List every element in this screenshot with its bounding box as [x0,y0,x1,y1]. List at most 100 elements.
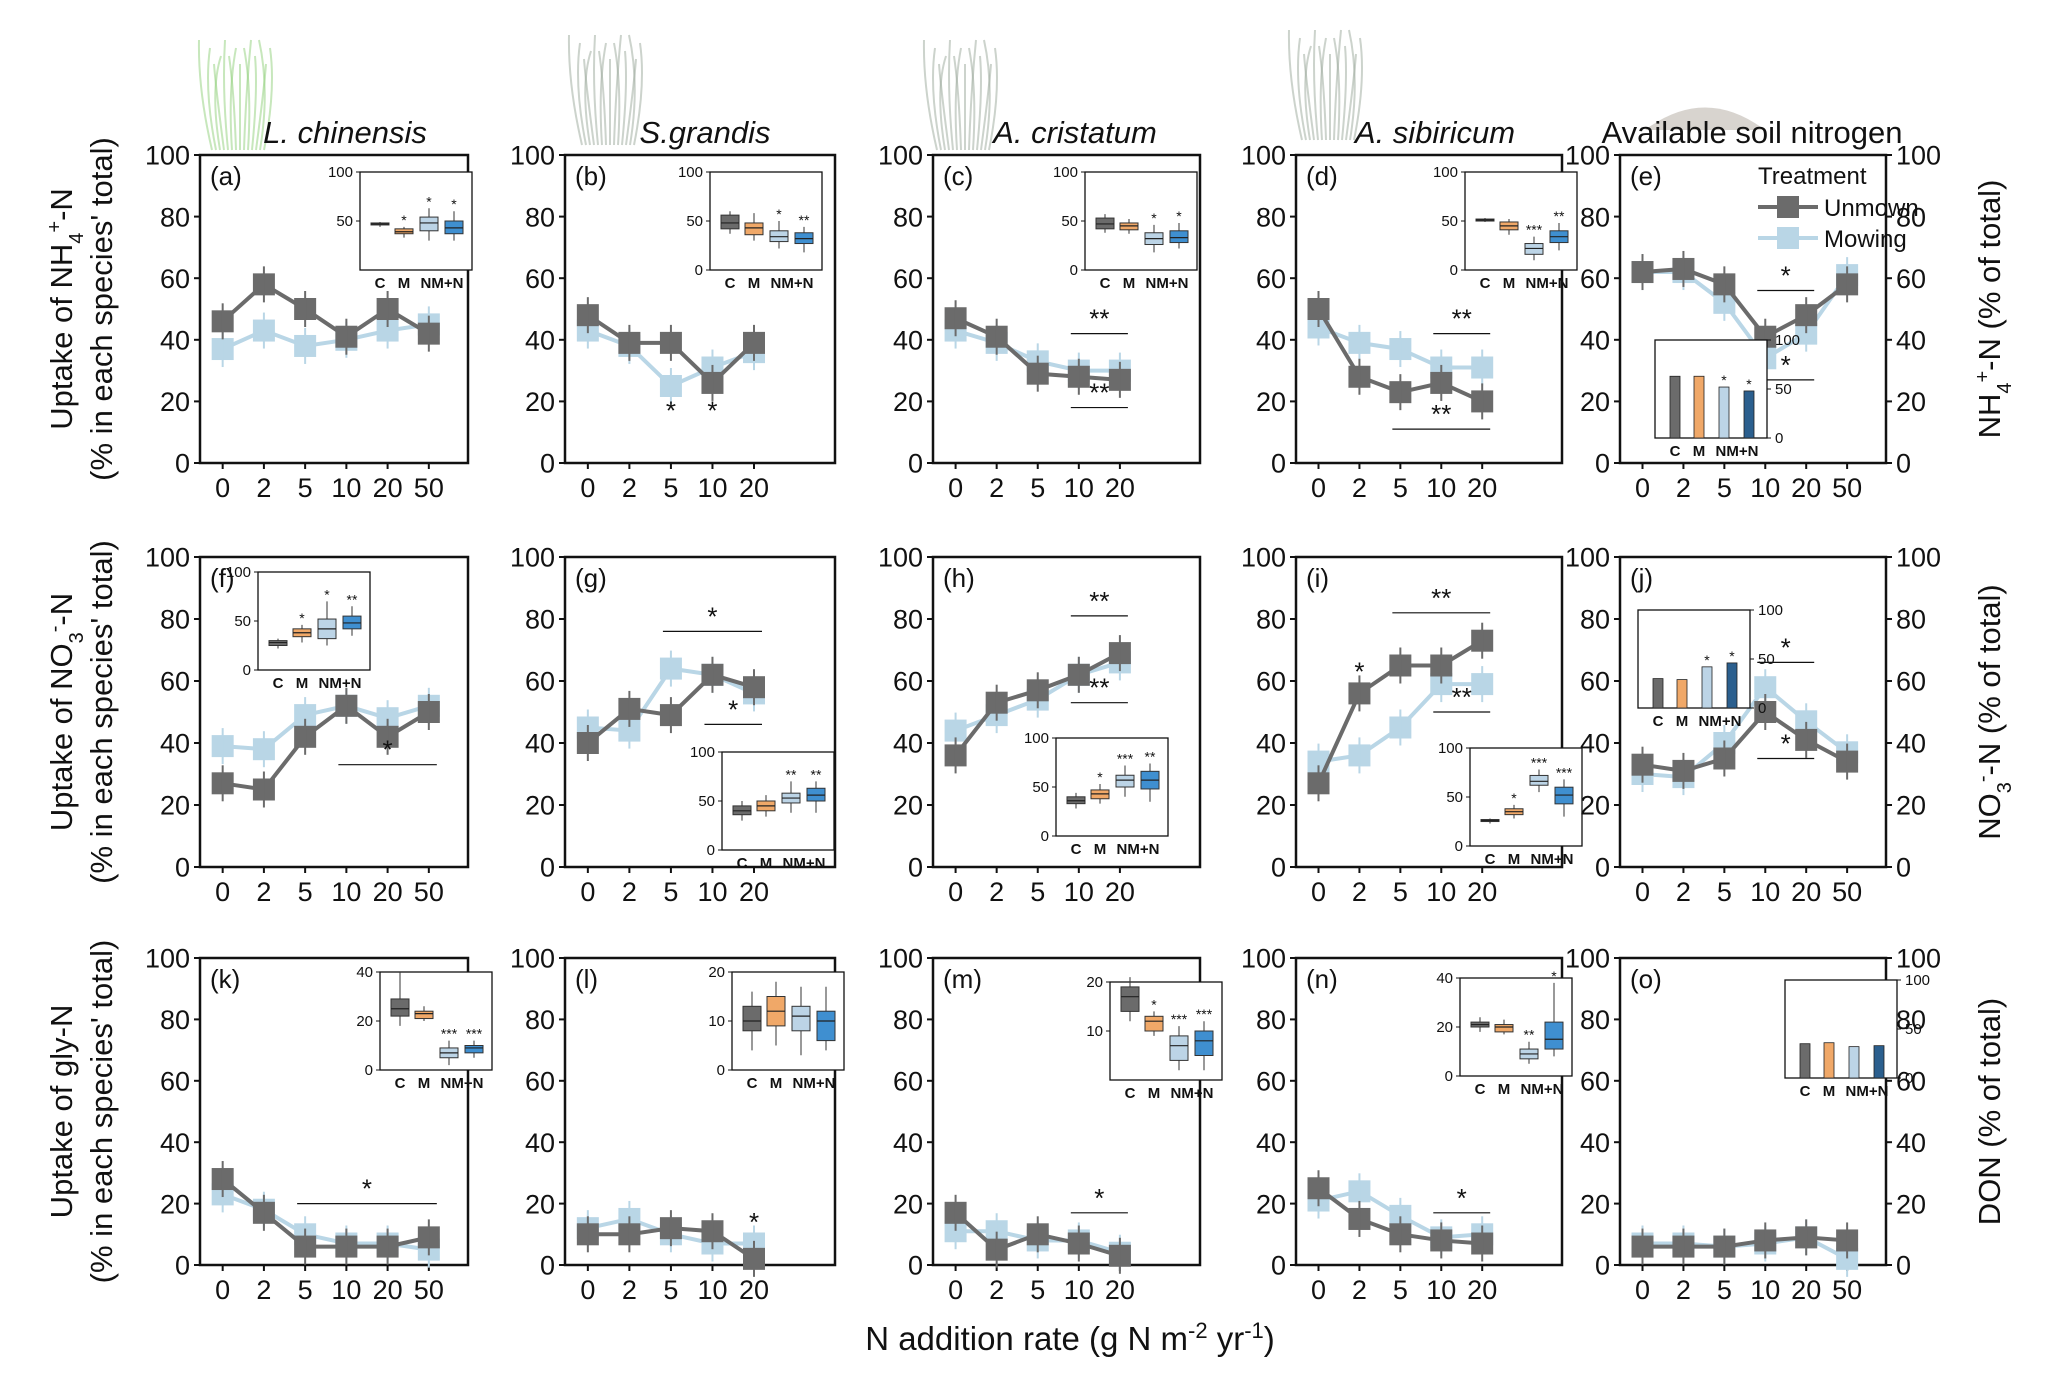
inset-y-tick-label: 20 [1086,974,1103,991]
x-tick-label: 10 [697,877,727,907]
inset-x-label: C [1670,443,1681,460]
y-tick-label: 80 [525,202,555,232]
legend-label-mowing: Mowing [1824,226,1907,253]
y-tick-label: 40 [160,729,190,759]
y-tick-label: 0 [540,1251,555,1281]
inset-x-label: C [1485,851,1496,868]
y-tick-label: 80 [893,202,923,232]
y-tick-label: 60 [1896,1067,1926,1097]
inset-y-tick-label: 100 [1775,332,1800,349]
y-tick-label: 60 [1580,667,1610,697]
inset-x-label: NM+N [1146,275,1189,292]
inset-y-tick-label: 50 [1905,1021,1922,1038]
grass-blade-icon [625,58,637,146]
figure-labels: L. chinensis S.grandis A. cristatum A. sibi… [44,115,2016,1357]
inset-significance: *** [1531,755,1548,771]
grass-blade-icon [229,47,237,151]
y-tick-label: 20 [1580,1189,1610,1219]
y-tick-label: 0 [540,853,555,883]
grass-blade-icon [1297,37,1307,141]
x-tick-label: 10 [1426,473,1456,503]
x-tick-label: 10 [1064,877,1094,907]
grass-blade-icon [228,55,237,151]
inset-c: 0 50 100 * * C M NM+N [1053,164,1198,292]
inset-significance: * [401,212,407,228]
x-tick-label: 2 [622,473,637,503]
inset-x-label: NM+N [421,275,464,292]
grass-blade-icon [922,39,938,151]
significance-label: * [666,396,676,426]
inset-significance: ** [1524,1027,1535,1043]
x-tick-label: 10 [331,1275,361,1305]
inset-significance: * [426,193,432,209]
x-tick-label: 5 [1717,877,1732,907]
x-tick-label: 10 [697,1275,727,1305]
x-tick-label: 2 [989,1275,1004,1305]
x-tick-label: 50 [1832,877,1862,907]
inset-y-tick-label: 50 [686,213,703,230]
x-tick-label: 0 [1635,877,1650,907]
x-tick-label: 5 [1030,473,1045,503]
x-tick-label: 20 [373,473,403,503]
y-tick-label: 40 [525,1128,555,1158]
y-tick-label: 100 [878,944,923,974]
grass-blade-icon [577,42,587,146]
inset-bar [1718,386,1730,439]
x-tick-label: 2 [1352,877,1367,907]
significance-label: * [1781,350,1791,380]
x-tick-label: 0 [1635,1275,1650,1305]
y-tick-label: 80 [1256,1005,1286,1035]
inset-x-label: M [1503,275,1516,292]
inset-significance: *** [441,1026,458,1042]
x-tick-label: 20 [1467,1275,1497,1305]
inset-bar [1873,1045,1885,1079]
grass-blade-icon [948,39,954,151]
inset-x-label: NM+N [783,855,826,872]
x-tick-label: 10 [1426,877,1456,907]
inset-x-label: C [1475,1081,1486,1098]
y-tick-label: 40 [525,729,555,759]
significance-label: ** [1452,682,1472,712]
y-tick-label: 60 [1580,1067,1610,1097]
x-tick-label: 5 [1030,1275,1045,1305]
significance-label: ** [1089,378,1109,408]
x-tick-label: 20 [1105,877,1135,907]
y-tick-label: 100 [878,141,923,171]
y-tick-label: 60 [160,667,190,697]
y-tick-label: 0 [1896,853,1911,883]
y-tick-label: 60 [525,264,555,294]
significance-label: * [362,1174,372,1204]
y-tick-label: 40 [525,326,555,356]
right-y-axis-label: NH4+-N (% of total) [1972,180,2016,439]
inset-y-tick-label: 0 [365,1062,373,1079]
panel-frame [931,956,1202,1267]
y-tick-label: 20 [1896,1189,1926,1219]
inset-significance: * [451,196,457,212]
x-tick-label: 10 [331,877,361,907]
inset-x-label: NM+N [319,675,362,692]
x-tick-label: 0 [948,877,963,907]
x-tick-label: 50 [414,473,444,503]
legend-label-unmown: Unmown [1824,195,1919,222]
inset-y-tick-label: 10 [1086,1023,1103,1040]
grass-blade-icon [628,34,636,146]
grass-blade-icon [633,42,643,146]
y-tick-label: 60 [525,1067,555,1097]
inset-box [1120,986,1140,1012]
panel-frame [1618,956,1888,1267]
x-tick-label: 50 [414,877,444,907]
panel-letter: (j) [1630,563,1653,593]
panel-letter: (l) [575,964,598,994]
grass-blade-icon [938,63,950,151]
significance-label: ** [1431,399,1451,429]
inset-y-tick-label: 100 [678,164,703,181]
y-tick-label: 20 [160,1189,190,1219]
x-tick-label: 20 [1467,877,1497,907]
x-tick-label: 20 [739,877,769,907]
grass-blade-icon [243,39,252,151]
x-tick-label: 2 [622,877,637,907]
inset-box [1194,1030,1214,1056]
